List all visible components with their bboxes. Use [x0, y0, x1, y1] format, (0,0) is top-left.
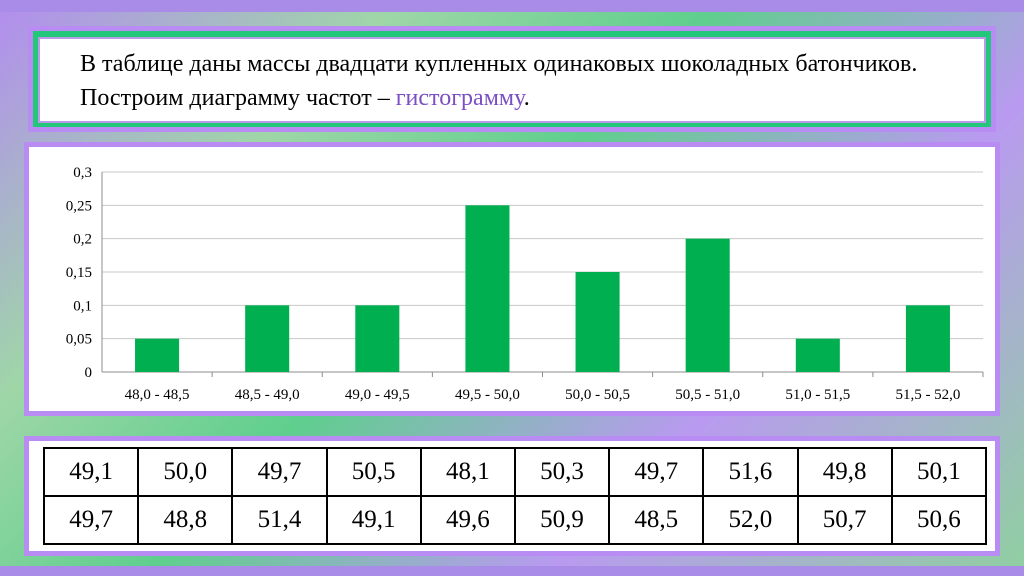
table-cell: 49,7: [608, 447, 705, 497]
x-tick-label: 49,0 - 49,5: [345, 387, 410, 403]
x-tick-label: 51,0 - 51,5: [785, 387, 850, 403]
title-highlight-word: гистограмму: [395, 85, 524, 111]
table-cell: 48,8: [137, 495, 234, 545]
y-tick-label: 0,2: [73, 232, 92, 248]
table-row: 49,7 48,8 51,4 49,1 49,6 50,9 48,5 52,0 50,7 50,6: [42, 495, 988, 545]
bar: [685, 238, 730, 372]
slide-title: В таблице даны массы двадцати купленных …: [80, 47, 960, 115]
table-cell: 50,7: [796, 495, 893, 545]
x-tick-label: 48,5 - 49,0: [235, 387, 300, 403]
bottom-stripe: [0, 566, 1024, 576]
top-stripe: [0, 0, 1024, 12]
bar: [575, 272, 620, 372]
table-cell: 49,8: [796, 447, 893, 497]
table-cell: 49,7: [42, 495, 140, 545]
table-cell: 49,6: [419, 495, 516, 545]
title-box: В таблице даны массы двадцати купленных …: [38, 37, 986, 123]
table-cell: 51,4: [231, 495, 328, 545]
x-tick-label: 50,0 - 50,5: [565, 387, 630, 403]
bar: [135, 338, 180, 372]
table-cell: 52,0: [702, 495, 799, 545]
table-cell: 50,5: [325, 447, 422, 497]
y-tick-label: 0,15: [66, 265, 92, 281]
y-tick-label: 0: [85, 365, 93, 381]
bar: [905, 305, 950, 372]
table-cell: 48,1: [419, 447, 516, 497]
table-cell: 50,0: [137, 447, 234, 497]
table-cell: 50,9: [513, 495, 611, 545]
table-cell: 49,1: [325, 495, 422, 545]
table-panel: 49,1 50,0 49,7 50,5 48,1 50,3 49,7 51,6 49,8 50,1…: [24, 436, 1000, 556]
table-cell: 48,5: [608, 495, 705, 545]
table-cell: 49,1: [42, 447, 140, 497]
title-end: .: [523, 85, 530, 111]
table-cell: 49,7: [231, 447, 328, 497]
chart-panel: 0 0,05 0,1 0,15 0,2 0,25 0,3 48,0 - 48,5 48,5 - …: [24, 142, 1000, 416]
table-row: 49,1 50,0 49,7 50,5 48,1 50,3 49,7 51,6 49,8 50,1: [42, 447, 988, 497]
title-main-text: В таблице даны массы двадцати купленных …: [80, 51, 918, 111]
x-tick-label: 49,5 - 50,0: [455, 387, 520, 403]
bar: [465, 205, 510, 372]
y-tick-label: 0,1: [73, 298, 92, 314]
y-tick-label: 0,05: [66, 332, 92, 348]
y-tick-label: 0,3: [73, 165, 92, 181]
table-cell: 51,6: [702, 447, 799, 497]
x-tick-label: 50,5 - 51,0: [675, 387, 740, 403]
data-table: 49,1 50,0 49,7 50,5 48,1 50,3 49,7 51,6 49,8 50,1…: [42, 447, 988, 545]
table-cell: 50,1: [890, 447, 988, 497]
bar: [355, 305, 400, 372]
histogram-chart: 0 0,05 0,1 0,15 0,2 0,25 0,3 48,0 - 48,5 48,5 - …: [66, 165, 984, 403]
bar: [245, 305, 290, 372]
table-cell: 50,3: [513, 447, 611, 497]
y-tick-label: 0,25: [66, 198, 92, 214]
x-tick-label: 48,0 - 48,5: [125, 387, 190, 403]
table-cell: 50,6: [890, 495, 988, 545]
x-tick-label: 51,5 - 52,0: [895, 387, 960, 403]
bar: [795, 338, 840, 372]
